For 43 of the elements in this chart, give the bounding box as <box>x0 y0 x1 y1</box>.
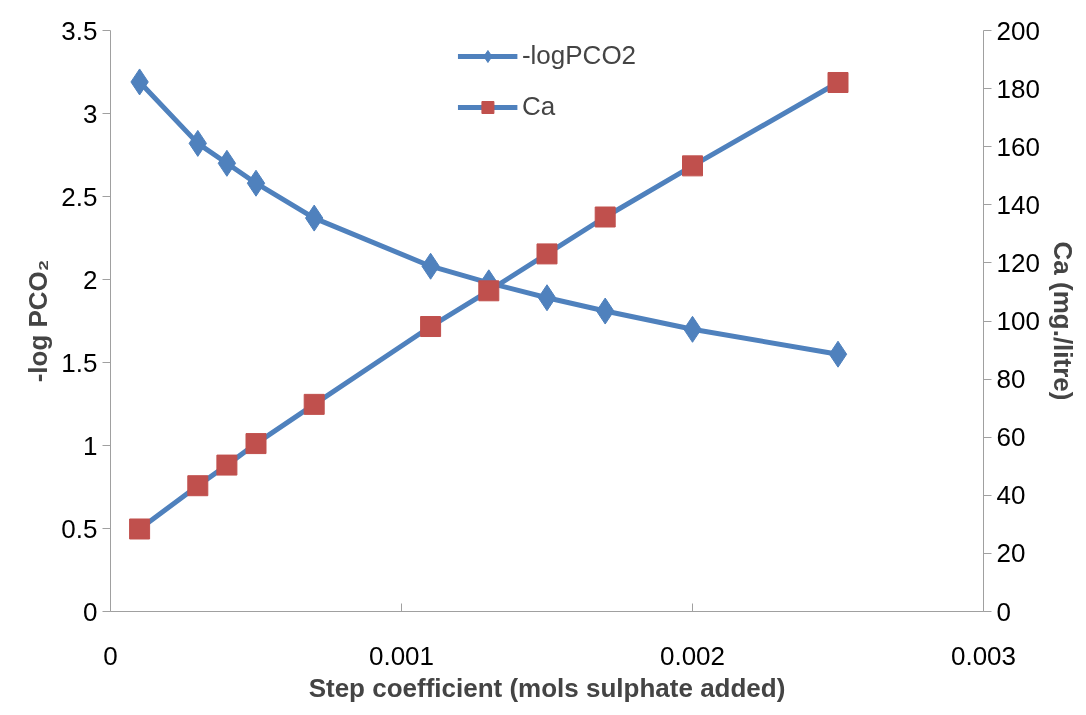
y-tick-label: 3 <box>83 98 98 129</box>
point <box>187 475 209 497</box>
y-axis-title: -log PCO₂ <box>23 259 54 383</box>
point <box>303 393 325 415</box>
y2-tick-label: 80 <box>996 364 1026 395</box>
x-tick-label: 0 <box>103 640 118 671</box>
y-tick-label: 2.5 <box>61 181 98 212</box>
y-tick-label: 1.5 <box>61 347 98 378</box>
legend-label: -logPCO2 <box>521 40 637 71</box>
point <box>216 454 238 476</box>
y2-tick-label: 20 <box>996 538 1026 569</box>
point <box>245 433 267 455</box>
y2-tick-label: 200 <box>996 15 1040 46</box>
y-tick-label: 0 <box>83 596 98 627</box>
y2-tick-label: 120 <box>996 247 1040 278</box>
point <box>536 243 558 265</box>
point <box>246 169 266 197</box>
point <box>828 340 848 368</box>
y2-tick-label: 180 <box>996 73 1040 104</box>
y-tick-label: 0.5 <box>61 513 98 544</box>
y-tick-label: 1 <box>83 430 98 461</box>
y-tick-label: 2 <box>83 264 98 295</box>
y2-tick-label: 0 <box>996 596 1011 627</box>
x-tick-label: 0.003 <box>950 640 1017 671</box>
point <box>129 518 151 540</box>
x-axis-title: Step coefficient (mols sulphate added) <box>308 672 786 703</box>
y2-axis-title: Ca (mg./litre) <box>1047 241 1078 401</box>
legend-label: Ca <box>521 91 556 122</box>
point <box>594 206 616 228</box>
x-tick-label: 0.001 <box>368 640 435 671</box>
point <box>217 149 237 177</box>
point <box>827 72 849 93</box>
y2-tick-label: 100 <box>996 306 1040 336</box>
point <box>682 155 703 177</box>
point <box>537 284 557 312</box>
y2-tick-label: 160 <box>996 131 1040 162</box>
point <box>478 280 500 302</box>
point <box>420 316 442 338</box>
y-tick-label: 3.5 <box>61 15 98 46</box>
x-tick-label: 0.002 <box>659 640 726 671</box>
y2-tick-label: 140 <box>996 189 1040 220</box>
y2-tick-label: 60 <box>996 422 1026 453</box>
y2-tick-label: 40 <box>996 480 1026 511</box>
